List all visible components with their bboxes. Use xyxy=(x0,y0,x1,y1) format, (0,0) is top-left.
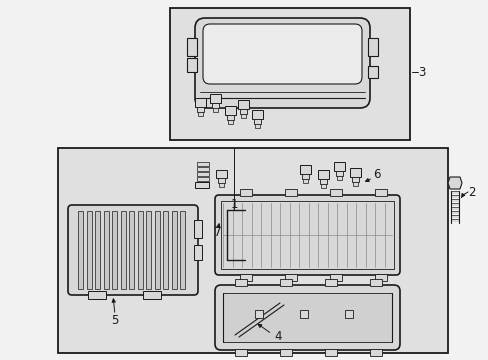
Bar xyxy=(254,310,263,318)
Bar xyxy=(112,211,117,289)
Bar xyxy=(280,349,291,356)
Bar xyxy=(221,201,393,269)
Bar xyxy=(285,189,296,196)
Bar xyxy=(197,167,208,171)
Bar xyxy=(142,291,161,299)
Bar xyxy=(254,124,260,128)
Bar xyxy=(235,349,246,356)
Bar xyxy=(223,293,391,342)
Bar xyxy=(329,189,341,196)
Bar xyxy=(58,148,447,353)
Bar xyxy=(329,274,341,281)
Bar xyxy=(129,211,134,289)
Bar xyxy=(285,274,296,281)
Bar xyxy=(197,162,208,166)
Bar xyxy=(303,179,307,183)
Bar xyxy=(120,211,125,289)
Bar xyxy=(240,274,251,281)
Bar xyxy=(280,279,291,286)
Bar xyxy=(78,211,83,289)
FancyBboxPatch shape xyxy=(68,205,198,295)
Bar xyxy=(146,211,151,289)
Bar xyxy=(367,38,377,56)
Bar xyxy=(218,178,224,183)
Bar xyxy=(240,109,246,114)
Bar xyxy=(325,279,336,286)
Bar xyxy=(194,220,202,238)
Bar xyxy=(333,162,345,171)
Bar xyxy=(186,58,197,72)
FancyBboxPatch shape xyxy=(203,24,361,84)
Text: 5: 5 xyxy=(111,314,119,327)
Bar xyxy=(367,66,377,78)
Bar xyxy=(163,211,168,289)
Bar xyxy=(194,245,202,260)
Bar xyxy=(212,103,219,108)
Bar xyxy=(197,172,208,176)
Bar xyxy=(251,110,263,119)
Bar xyxy=(374,189,386,196)
Text: 2: 2 xyxy=(468,185,475,198)
Bar xyxy=(253,119,261,124)
Bar xyxy=(170,8,409,140)
Bar xyxy=(299,165,310,174)
Bar xyxy=(319,179,326,184)
Polygon shape xyxy=(447,177,461,189)
Bar xyxy=(227,120,232,124)
Bar xyxy=(195,98,205,107)
Bar xyxy=(224,106,236,115)
Bar xyxy=(216,170,226,178)
Bar xyxy=(335,171,342,176)
Bar xyxy=(180,211,184,289)
Text: 4: 4 xyxy=(274,329,281,342)
Bar xyxy=(95,211,100,289)
Bar xyxy=(317,170,328,179)
Bar xyxy=(219,183,224,187)
Bar xyxy=(302,174,308,179)
Bar xyxy=(320,184,325,188)
Bar xyxy=(240,189,251,196)
FancyBboxPatch shape xyxy=(215,285,399,350)
FancyBboxPatch shape xyxy=(215,195,399,275)
Bar xyxy=(299,310,307,318)
Bar xyxy=(351,177,358,182)
Bar xyxy=(345,310,352,318)
Bar xyxy=(235,279,246,286)
Bar xyxy=(197,177,208,181)
Bar xyxy=(171,211,176,289)
Bar xyxy=(186,38,197,56)
Bar xyxy=(325,349,336,356)
Bar xyxy=(213,108,218,112)
Text: 1: 1 xyxy=(230,198,237,211)
Bar xyxy=(374,274,386,281)
Bar xyxy=(137,211,142,289)
Bar xyxy=(86,211,91,289)
Text: 7: 7 xyxy=(214,226,221,239)
Bar xyxy=(349,168,360,177)
Bar xyxy=(154,211,159,289)
Bar xyxy=(209,94,221,103)
Bar xyxy=(226,115,234,120)
Bar xyxy=(352,182,357,186)
Bar xyxy=(369,349,381,356)
Bar xyxy=(198,112,203,116)
Text: 6: 6 xyxy=(372,168,380,181)
Text: 3: 3 xyxy=(417,66,425,78)
Bar xyxy=(238,100,248,109)
Bar xyxy=(197,107,203,112)
Bar xyxy=(197,182,208,186)
FancyBboxPatch shape xyxy=(195,18,369,108)
Bar xyxy=(195,182,208,188)
Bar xyxy=(241,114,245,118)
Bar xyxy=(103,211,108,289)
Bar xyxy=(88,291,106,299)
Bar xyxy=(369,279,381,286)
Bar xyxy=(336,176,341,180)
